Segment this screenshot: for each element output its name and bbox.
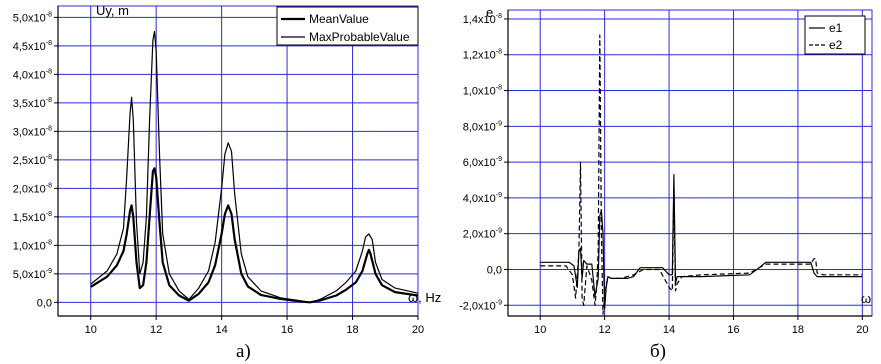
x-tick-label: 10 xyxy=(534,324,546,336)
series-line-meanvalue xyxy=(90,167,418,304)
x-tick-label: 14 xyxy=(216,324,228,336)
legend-box xyxy=(276,6,419,46)
y-tick-label: -2,0x10-9 xyxy=(459,299,502,312)
y-tick-label: 2,0x10-8 xyxy=(13,182,52,195)
y-tick-label: 6,0x10-9 xyxy=(463,156,502,169)
series-line-e2 xyxy=(540,34,863,315)
series-line-maxprobablevalue xyxy=(90,31,418,303)
chart-b-panel-label: б) xyxy=(650,341,666,362)
chart-a-y-axis-label: Uy, m xyxy=(96,3,129,18)
y-tick-label: 1,0x10-8 xyxy=(463,85,502,98)
y-tick-label: 5,0x10-8 xyxy=(13,11,52,24)
y-tick-label: 5,0x10-9 xyxy=(13,268,52,281)
legend-box xyxy=(804,15,866,55)
chart-b: 10 12 14 16 18 20 -2,0x10-9 0,0 2,0x10-9 4,0x10-9… xyxy=(459,5,873,362)
x-tick-label: 18 xyxy=(346,324,358,336)
y-tick-label: 4,0x10-8 xyxy=(13,68,52,81)
chart-b-grid xyxy=(507,9,873,317)
chart-a-ticks: 10 12 14 16 18 20 0,0 5,0x10-9 1,0x10-8 1,5x10-8 2… xyxy=(13,11,424,336)
series-line-e1 xyxy=(540,174,863,310)
y-tick-label: 3,0x10-8 xyxy=(13,125,52,138)
y-tick-label: 1,5x10-8 xyxy=(13,211,52,224)
chart-b-series xyxy=(540,34,863,315)
legend-entry-label: e2 xyxy=(829,38,843,52)
legend-entry-label: MaxProbableValue xyxy=(309,30,410,44)
y-tick-label: 4,0x10-9 xyxy=(463,192,502,205)
y-tick-label: 4,5x10-8 xyxy=(13,40,52,53)
x-tick-label: 12 xyxy=(150,324,162,336)
x-tick-label: 16 xyxy=(281,324,293,336)
legend-entry-label: MeanValue xyxy=(309,12,369,26)
y-tick-label: 0,0 xyxy=(487,264,502,276)
y-tick-label: 0,0 xyxy=(37,297,52,309)
y-tick-label: 1,2x10-8 xyxy=(463,49,502,62)
chart-b-x-axis-label: ω xyxy=(861,291,871,306)
x-tick-label: 12 xyxy=(599,324,611,336)
x-tick-label: 10 xyxy=(85,324,97,336)
x-tick-label: 20 xyxy=(412,324,424,336)
chart-a-panel-label: а) xyxy=(236,341,251,362)
x-tick-label: 16 xyxy=(727,324,739,336)
y-tick-label: 3,5x10-8 xyxy=(13,97,52,110)
chart-a-grid xyxy=(57,5,419,317)
y-tick-label: 2,5x10-8 xyxy=(13,154,52,167)
chart-a-legend: MeanValue MaxProbableValue xyxy=(276,6,419,46)
chart-b-ticks: 10 12 14 16 18 20 -2,0x10-9 0,0 2,0x10-9 4,0x10-9… xyxy=(459,13,868,336)
y-tick-label: 8,0x10-9 xyxy=(463,120,502,133)
y-tick-label: 1,4x10-8 xyxy=(463,13,502,26)
chart-a-x-axis-label: ω, Hz xyxy=(408,290,441,305)
y-tick-label: 1,0x10-8 xyxy=(13,239,52,252)
y-tick-label: 2,0x10-9 xyxy=(463,228,502,241)
chart-a: 10 12 14 16 18 20 0,0 5,0x10-9 1,0x10-8 1,5x10-8 2… xyxy=(13,3,442,362)
chart-b-y-axis-label: e xyxy=(486,5,493,20)
x-tick-label: 20 xyxy=(856,324,868,336)
legend-entry-label: e1 xyxy=(829,21,843,35)
chart-a-series xyxy=(90,31,418,304)
x-tick-label: 18 xyxy=(792,324,804,336)
x-tick-label: 14 xyxy=(663,324,675,336)
